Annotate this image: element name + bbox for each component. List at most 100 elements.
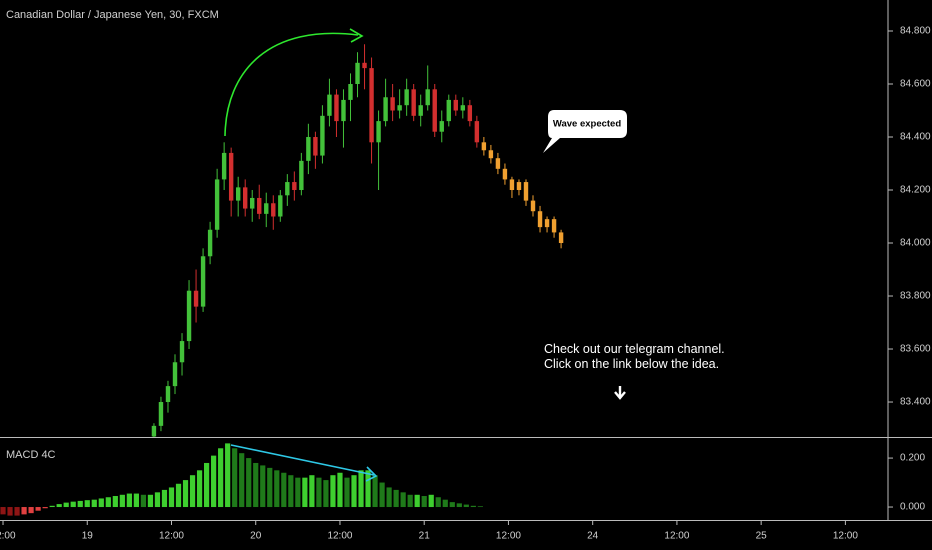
candle-body bbox=[411, 89, 416, 116]
candle-body bbox=[228, 152, 234, 201]
candle-body bbox=[390, 97, 395, 111]
candle-body bbox=[425, 89, 430, 106]
histogram-bar bbox=[232, 448, 238, 508]
histogram-bar bbox=[28, 507, 34, 514]
histogram-bar bbox=[323, 480, 329, 508]
histogram-bar bbox=[365, 470, 371, 508]
histogram-bar bbox=[309, 475, 315, 508]
histogram-bar bbox=[260, 465, 266, 508]
y-tick-label: 0.000 bbox=[900, 502, 925, 513]
histogram-bar bbox=[414, 494, 420, 508]
histogram-bar bbox=[63, 502, 69, 508]
y-tick-label: 84.600 bbox=[900, 79, 931, 90]
histogram-bar bbox=[393, 489, 399, 508]
bubble-text: Wave expected bbox=[553, 119, 621, 130]
divergence-line bbox=[230, 444, 375, 476]
histogram-bar bbox=[225, 443, 231, 508]
histogram-bar bbox=[218, 448, 224, 508]
candle-body bbox=[334, 94, 339, 122]
histogram-bar bbox=[400, 492, 406, 508]
histogram-bar bbox=[442, 499, 448, 508]
histogram-bar bbox=[42, 507, 48, 509]
price-pane bbox=[151, 44, 564, 437]
histogram-bar bbox=[470, 505, 476, 508]
histogram-bar bbox=[386, 487, 392, 508]
candle-body bbox=[418, 105, 423, 116]
candle-body bbox=[306, 137, 311, 161]
histogram-bar bbox=[70, 501, 76, 508]
candle-body bbox=[207, 229, 213, 257]
histogram-bar bbox=[21, 507, 27, 515]
candle-body bbox=[495, 158, 501, 169]
candle-body bbox=[341, 99, 346, 122]
histogram-bar bbox=[267, 467, 273, 508]
candle-body bbox=[439, 121, 444, 132]
histogram-bar bbox=[295, 477, 301, 508]
histogram-bar bbox=[168, 487, 175, 508]
candle-body bbox=[355, 62, 360, 85]
histogram-bar bbox=[0, 507, 6, 515]
candle-body bbox=[158, 402, 164, 426]
x-tick-label: 25 bbox=[756, 531, 768, 542]
histogram-bar bbox=[372, 475, 378, 508]
y-tick-label: 83.800 bbox=[900, 291, 931, 302]
x-tick-label: 12:00 bbox=[159, 531, 184, 542]
candle-body bbox=[397, 105, 402, 111]
candle-body bbox=[264, 203, 269, 214]
histogram-bar bbox=[105, 497, 111, 508]
speech-bubble bbox=[543, 110, 627, 153]
candle-body bbox=[453, 99, 458, 111]
candle-body bbox=[214, 179, 220, 230]
histogram-bar bbox=[56, 504, 62, 508]
candle-body bbox=[250, 197, 255, 209]
histogram-bar bbox=[161, 489, 168, 508]
arrow-head bbox=[365, 466, 378, 482]
x-tick-label: 19 bbox=[82, 531, 94, 542]
candle-body bbox=[362, 62, 367, 69]
candle-body bbox=[327, 94, 332, 116]
candle-body bbox=[460, 105, 466, 111]
histogram-bar bbox=[112, 496, 118, 508]
arrow-head bbox=[349, 28, 364, 43]
histogram-bar bbox=[463, 504, 469, 508]
candle-body bbox=[537, 211, 543, 228]
candle-body bbox=[551, 219, 557, 233]
candle-body bbox=[271, 203, 276, 217]
chart-title: Canadian Dollar / Japanese Yen, 30, FXCM bbox=[6, 9, 219, 21]
histogram-bar bbox=[175, 483, 182, 508]
histogram-bar bbox=[182, 480, 189, 508]
candle-body bbox=[481, 142, 487, 151]
histogram-bar bbox=[449, 502, 455, 508]
candle-body bbox=[516, 182, 522, 191]
y-tick-label: 84.800 bbox=[900, 26, 931, 37]
histogram-bar bbox=[288, 475, 294, 508]
candle-body bbox=[509, 179, 515, 191]
candle-body bbox=[376, 121, 381, 143]
histogram-bar bbox=[239, 453, 245, 508]
candle-body bbox=[467, 105, 473, 122]
x-tick-label: 12:00 bbox=[664, 531, 689, 542]
histogram-bar bbox=[302, 477, 308, 508]
histogram-bar bbox=[358, 470, 364, 508]
curved-arrow bbox=[224, 32, 359, 137]
candle-body bbox=[172, 362, 178, 387]
note-line: Check out our telegram channel. bbox=[544, 342, 725, 356]
histogram-bar bbox=[140, 494, 147, 508]
y-tick-label: 84.000 bbox=[900, 238, 931, 249]
histogram-bar bbox=[126, 493, 132, 508]
y-tick-label: 0.200 bbox=[900, 453, 925, 464]
candle-body bbox=[299, 160, 304, 191]
candle-body bbox=[544, 219, 550, 228]
histogram-bar bbox=[196, 470, 203, 508]
histogram-bar bbox=[407, 494, 413, 508]
histogram-bar bbox=[84, 500, 90, 508]
candle-body bbox=[292, 182, 297, 191]
histogram-bar bbox=[203, 462, 210, 508]
candle-body bbox=[193, 290, 199, 307]
histogram-bar bbox=[477, 506, 483, 508]
histogram-bar bbox=[316, 477, 322, 508]
histogram-bar bbox=[7, 507, 13, 516]
candle-body bbox=[243, 187, 248, 209]
